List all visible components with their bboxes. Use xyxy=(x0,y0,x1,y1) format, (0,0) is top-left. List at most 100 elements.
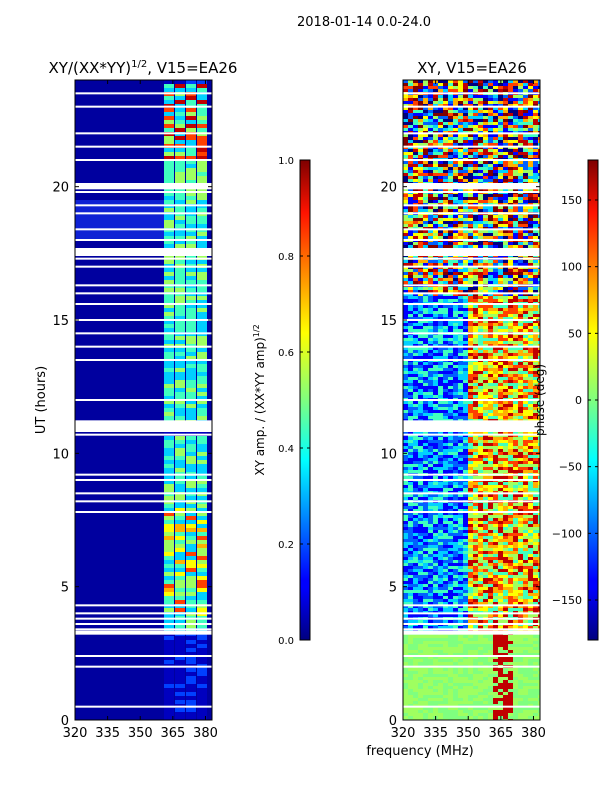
phase-cell xyxy=(418,497,423,500)
phase-cell xyxy=(473,170,478,173)
phase-cell xyxy=(418,533,423,536)
phase-cell xyxy=(413,338,418,341)
amplitude-cell xyxy=(186,372,196,376)
phase-cell xyxy=(418,476,423,479)
phase-cell xyxy=(448,89,453,92)
phase-cell xyxy=(523,278,528,281)
phase-cell xyxy=(403,110,408,113)
phase-cell xyxy=(503,260,508,263)
phase-cell xyxy=(458,218,463,221)
phase-cell xyxy=(433,488,438,491)
phase-cell xyxy=(473,452,478,455)
phase-cell xyxy=(458,143,463,146)
phase-cell xyxy=(528,470,533,473)
phase-cell xyxy=(418,281,423,284)
phase-cell xyxy=(533,407,538,410)
phase-cell xyxy=(448,509,453,512)
amplitude-cell xyxy=(164,564,174,568)
phase-cell xyxy=(478,386,483,389)
phase-cell xyxy=(518,83,523,86)
phase-cell xyxy=(403,140,408,143)
phase-cell xyxy=(468,356,473,359)
phase-cell xyxy=(528,218,533,221)
phase-cell xyxy=(418,263,423,266)
phase-cell xyxy=(508,311,513,314)
amplitude-panel: XY/(XX*YY)1/2, V15=EA26 320 335 350 365 380 … xyxy=(34,59,237,741)
phase-cell xyxy=(528,335,533,338)
phase-cell xyxy=(538,389,540,392)
colorbar-tick-label: 0.6 xyxy=(278,348,294,359)
amplitude-cell xyxy=(164,660,174,664)
phase-cell xyxy=(468,242,473,245)
phase-cell xyxy=(518,299,523,302)
phase-cell xyxy=(493,461,498,464)
phase-cell xyxy=(523,308,528,311)
phase-cell xyxy=(508,476,513,479)
phase-cell xyxy=(493,383,498,386)
phase-cell xyxy=(428,533,433,536)
phase-cell xyxy=(423,392,428,395)
phase-cell xyxy=(508,380,513,383)
phase-cell xyxy=(443,140,448,143)
phase-cell xyxy=(498,272,503,275)
phase-cell xyxy=(528,236,533,239)
phase-cell xyxy=(538,461,540,464)
phase-cell xyxy=(488,512,493,515)
phase-cell xyxy=(503,413,508,416)
flagged-gap xyxy=(75,248,212,256)
phase-cell xyxy=(488,233,493,236)
phase-cell xyxy=(403,221,408,224)
phase-cell xyxy=(533,278,538,281)
phase-cell xyxy=(428,374,433,377)
phase-cell xyxy=(408,437,413,440)
phase-cell xyxy=(528,305,533,308)
phase-cell xyxy=(453,245,458,248)
phase-cell xyxy=(438,452,443,455)
phase-cell xyxy=(523,497,528,500)
phase-cell xyxy=(413,179,418,182)
amplitude-cell xyxy=(164,648,174,652)
phase-cell xyxy=(403,383,408,386)
amplitude-cell xyxy=(164,96,174,100)
phase-cell xyxy=(473,317,478,320)
amplitude-cell xyxy=(164,620,174,624)
phase-cell xyxy=(458,236,463,239)
phase-cell xyxy=(438,281,443,284)
phase-cell xyxy=(533,170,538,173)
phase-cell xyxy=(518,269,523,272)
phase-cell xyxy=(538,290,540,293)
phase-cell xyxy=(503,308,508,311)
amplitude-cell xyxy=(164,672,174,676)
phase-cell xyxy=(423,458,428,461)
phase-cell xyxy=(428,311,433,314)
phase-cell xyxy=(488,509,493,512)
phase-cell xyxy=(523,269,528,272)
phase-cell xyxy=(523,134,528,137)
phase-cell xyxy=(523,116,528,119)
phase-cell xyxy=(468,374,473,377)
phase-cell xyxy=(483,437,488,440)
phase-cell xyxy=(508,122,513,125)
phase-cell xyxy=(518,368,523,371)
phase-cell xyxy=(463,440,468,443)
phase-cell xyxy=(478,290,483,293)
phase-cell xyxy=(458,518,463,521)
phase-cell xyxy=(418,110,423,113)
phase-cell xyxy=(518,95,523,98)
amplitude-cell xyxy=(175,236,185,240)
phase-cell xyxy=(468,236,473,239)
phase-cell xyxy=(433,518,438,521)
phase-cell xyxy=(538,218,540,221)
phase-cell xyxy=(493,404,498,407)
phase-cell xyxy=(518,188,523,191)
phase-cell xyxy=(408,458,413,461)
phase-cell xyxy=(458,413,463,416)
phase-cell xyxy=(483,329,488,332)
phase-cell xyxy=(498,392,503,395)
phase-cell xyxy=(493,263,498,266)
phase-cell xyxy=(433,281,438,284)
phase-cell xyxy=(513,98,518,101)
amplitude-cell xyxy=(197,340,207,344)
phase-cell xyxy=(518,311,523,314)
phase-cell xyxy=(533,314,538,317)
